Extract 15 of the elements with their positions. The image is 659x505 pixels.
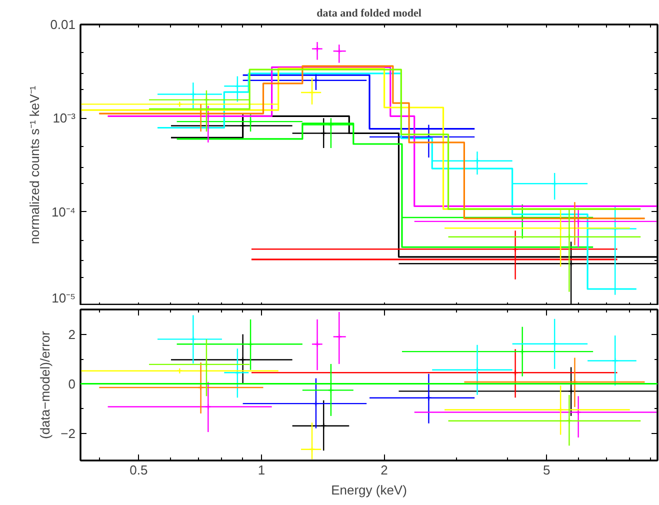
x-axis-title: Energy (keV): [331, 482, 407, 498]
x-tick-label: 5: [542, 462, 550, 478]
y-tick-label: 0: [68, 376, 76, 392]
y-axis-title: normalized counts s⁻¹ keV⁻¹: [27, 85, 42, 244]
x-tick-label: 1: [258, 462, 266, 478]
y-tick-label: 10⁻³: [52, 110, 76, 126]
y-tick-label: −2: [60, 426, 76, 441]
y-axis-title: (data−model)/error: [38, 330, 53, 440]
y-tick-label: 2: [68, 326, 76, 342]
x-tick-label: 2: [380, 462, 388, 478]
y-tick-label: 0.01: [50, 17, 76, 32]
x-tick-label: 0.5: [130, 462, 148, 478]
y-tick-label: 10⁻⁵: [52, 290, 76, 306]
y-tick-label: 10⁻⁴: [51, 204, 76, 220]
chart-title: data and folded model: [316, 8, 422, 20]
